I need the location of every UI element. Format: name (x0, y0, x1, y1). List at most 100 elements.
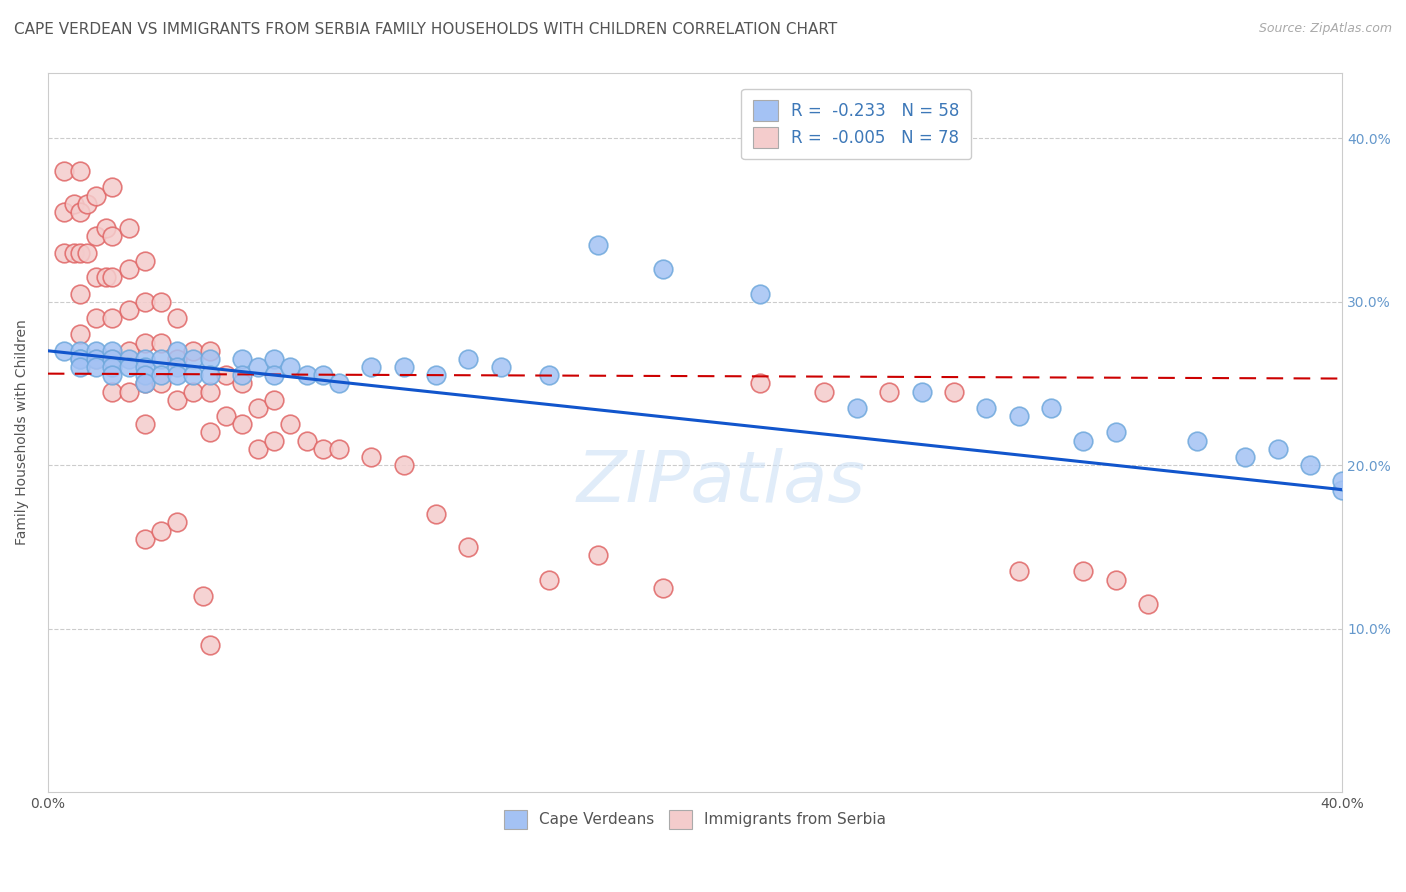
Point (84, 351, 107, 366)
Point (942, 384, 965, 399)
Point (150, 351, 173, 366)
Point (231, 368, 253, 383)
Point (198, 425, 221, 440)
Point (328, 376, 350, 391)
Point (247, 401, 270, 415)
Point (295, 434, 318, 448)
Point (263, 351, 285, 366)
Point (457, 351, 479, 366)
Point (134, 360, 156, 375)
Point (69, 245, 91, 260)
Point (84, 229, 107, 244)
Point (1040, 401, 1063, 415)
Point (183, 384, 205, 399)
Point (295, 368, 318, 383)
Point (84, 270, 107, 285)
Point (134, 532, 156, 546)
Text: CAPE VERDEAN VS IMMIGRANTS FROM SERBIA FAMILY HOUSEHOLDS WITH CHILDREN CORRELATI: CAPE VERDEAN VS IMMIGRANTS FROM SERBIA F… (14, 22, 838, 37)
Point (84, 188, 107, 202)
Point (312, 368, 335, 383)
Point (1007, 409, 1029, 424)
Point (198, 368, 221, 383)
Point (198, 343, 221, 358)
Point (134, 376, 156, 391)
Point (231, 351, 253, 366)
Point (69, 327, 91, 342)
Point (84, 351, 107, 366)
Point (651, 581, 673, 595)
Point (150, 368, 173, 383)
Point (134, 294, 156, 309)
Point (1299, 458, 1322, 472)
Point (1185, 434, 1208, 448)
Point (247, 442, 270, 456)
Point (425, 507, 447, 521)
Point (150, 524, 173, 538)
Point (280, 417, 302, 432)
Point (52, 245, 75, 260)
Point (166, 360, 188, 375)
Point (263, 434, 285, 448)
Point (280, 360, 302, 375)
Point (910, 384, 932, 399)
Point (150, 335, 173, 350)
Point (101, 270, 124, 285)
Text: Source: ZipAtlas.com: Source: ZipAtlas.com (1258, 22, 1392, 36)
Point (166, 392, 188, 407)
Point (101, 351, 124, 366)
Point (134, 417, 156, 432)
Point (62, 245, 84, 260)
Point (312, 442, 335, 456)
Point (1137, 597, 1160, 611)
Point (150, 294, 173, 309)
Point (134, 253, 156, 268)
Point (101, 384, 124, 399)
Y-axis label: Family Households with Children: Family Households with Children (15, 319, 30, 545)
Point (191, 589, 214, 603)
Point (538, 368, 561, 383)
Point (1331, 483, 1354, 497)
Point (101, 229, 124, 244)
Point (1234, 450, 1257, 464)
Point (215, 409, 238, 424)
Point (328, 442, 350, 456)
Point (118, 351, 141, 366)
Point (69, 351, 91, 366)
Point (183, 343, 205, 358)
Point (360, 360, 382, 375)
Point (134, 368, 156, 383)
Point (651, 262, 673, 277)
Text: ZIPatlas: ZIPatlas (576, 449, 866, 517)
Point (62, 196, 84, 211)
Point (198, 384, 221, 399)
Point (457, 540, 479, 554)
Point (198, 638, 221, 652)
Point (166, 368, 188, 383)
Point (69, 205, 91, 219)
Point (263, 392, 285, 407)
Point (166, 516, 188, 530)
Legend: Cape Verdeans, Immigrants from Serbia: Cape Verdeans, Immigrants from Serbia (498, 804, 893, 835)
Point (84, 343, 107, 358)
Point (94, 221, 117, 235)
Point (183, 368, 205, 383)
Point (360, 450, 382, 464)
Point (1073, 434, 1095, 448)
Point (1331, 475, 1354, 489)
Point (1073, 565, 1095, 579)
Point (1267, 442, 1289, 456)
Point (52, 343, 75, 358)
Point (118, 221, 141, 235)
Point (1007, 565, 1029, 579)
Point (69, 351, 91, 366)
Point (263, 368, 285, 383)
Point (166, 311, 188, 326)
Point (69, 343, 91, 358)
Point (76, 196, 98, 211)
Point (538, 573, 561, 587)
Point (813, 384, 835, 399)
Point (84, 360, 107, 375)
Point (134, 351, 156, 366)
Point (101, 368, 124, 383)
Point (215, 368, 238, 383)
